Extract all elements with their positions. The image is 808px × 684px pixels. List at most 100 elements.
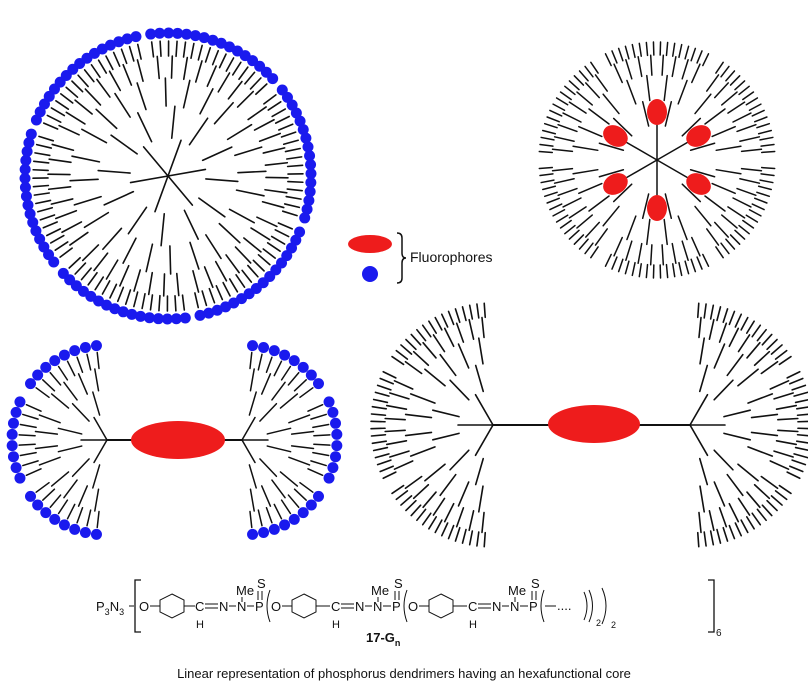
dendrimer-branch bbox=[19, 423, 37, 429]
dendrimer-branch bbox=[602, 205, 620, 227]
dendrimer-branch bbox=[247, 264, 259, 278]
dendrimer-branch bbox=[167, 175, 194, 206]
dendrimer-branch bbox=[422, 341, 437, 359]
dendrimer-branch bbox=[59, 247, 73, 258]
dendrimer-branch bbox=[61, 221, 83, 234]
dendrimer-branch bbox=[83, 211, 110, 229]
blue-fluorophore bbox=[304, 150, 316, 162]
svg-text:O: O bbox=[139, 599, 149, 614]
benzene-ring bbox=[159, 593, 185, 619]
legend-red-fluorophore bbox=[348, 235, 392, 253]
dendrimer-branch bbox=[611, 50, 618, 64]
dendrimer-branch bbox=[598, 169, 625, 178]
dendrimer-branch bbox=[76, 356, 84, 374]
dendrimer-branch bbox=[94, 276, 105, 291]
dendrimer-branch bbox=[38, 135, 55, 142]
dendrimer-branch bbox=[777, 417, 799, 421]
blue-fluorophore bbox=[268, 345, 280, 357]
blue-fluorophore bbox=[247, 340, 259, 352]
dendrimer-branch bbox=[760, 475, 779, 490]
dendrimer-branch bbox=[133, 291, 139, 308]
dendrimer-branch bbox=[728, 310, 736, 326]
dendrimer-branch bbox=[262, 147, 286, 154]
dendrimer-branch bbox=[699, 337, 706, 365]
dendrimer-branch bbox=[170, 55, 174, 79]
dendrimer-branch bbox=[786, 370, 801, 379]
dendrimer-branch bbox=[754, 116, 768, 123]
blue-fluorophore bbox=[152, 313, 164, 325]
red-fluorophore bbox=[647, 195, 667, 221]
dendrimer-branch bbox=[638, 263, 643, 278]
dendrimer-branch bbox=[617, 47, 624, 62]
dendrimer-branch bbox=[696, 531, 700, 548]
dendrimer-branch bbox=[646, 74, 651, 102]
dendrimer-branch bbox=[541, 185, 557, 191]
formula-outer-bracket-left bbox=[134, 579, 141, 633]
dendrimer-branch bbox=[481, 511, 485, 534]
dendrimer-branch bbox=[789, 465, 804, 473]
blue-fluorophore bbox=[130, 31, 142, 43]
dendrimer-branch bbox=[372, 446, 389, 452]
dendrimer-branch bbox=[476, 531, 480, 547]
blue-fluorophore bbox=[10, 462, 22, 474]
dendrimer-branch bbox=[691, 236, 701, 257]
dendrimer-branch bbox=[424, 463, 446, 482]
dendrimer-branch bbox=[568, 206, 587, 219]
dendrimer-branch bbox=[540, 179, 555, 184]
dendrimer-branch bbox=[238, 66, 249, 81]
svg-text:H: H bbox=[332, 619, 340, 631]
dendrimer-branch bbox=[428, 516, 438, 530]
dendrimer-branch bbox=[611, 256, 618, 270]
dendrimer-branch bbox=[65, 111, 86, 125]
dendrimer-branch bbox=[757, 185, 773, 191]
blue-fluorophore bbox=[117, 306, 129, 318]
dendrimer-branch bbox=[753, 350, 771, 367]
svg-text:S: S bbox=[531, 576, 540, 591]
dendrimer-branch bbox=[594, 228, 608, 246]
blue-fluorophore bbox=[327, 406, 339, 418]
dendrimer-branch bbox=[689, 169, 716, 178]
dendrimer-branch bbox=[546, 197, 560, 204]
dendrimer-branch bbox=[66, 360, 76, 377]
dendrimer-branch bbox=[102, 227, 123, 251]
dendrimer-branch bbox=[127, 206, 148, 235]
dendrimer-branch bbox=[167, 168, 207, 177]
blue-fluorophore bbox=[161, 313, 173, 325]
dendrimer-branch bbox=[400, 495, 413, 506]
blue-fluorophore bbox=[203, 307, 215, 319]
dendrimer-branch bbox=[382, 471, 397, 480]
blue-fluorophore bbox=[40, 507, 52, 519]
dendrimer-branch bbox=[194, 292, 200, 309]
dendrimer-branch bbox=[551, 148, 574, 153]
dendrimer-branch bbox=[590, 61, 599, 74]
svg-text:O: O bbox=[408, 599, 418, 614]
dendrimer-branch bbox=[32, 184, 50, 188]
dendrimer-branch bbox=[739, 136, 761, 142]
dendrimer-branch bbox=[201, 290, 208, 307]
dendrimer-branch bbox=[794, 446, 808, 452]
dendrimer-branch bbox=[746, 491, 761, 509]
blue-fluorophore bbox=[7, 417, 19, 429]
dendrimer-branch bbox=[742, 219, 755, 229]
dendrimer-branch bbox=[201, 146, 233, 162]
dendrimer-branch bbox=[756, 508, 767, 522]
dendrimer-branch bbox=[159, 40, 162, 58]
dendrimer-branch bbox=[760, 150, 776, 154]
legend: Fluorophores bbox=[348, 232, 493, 284]
dendrimer-branch bbox=[162, 273, 166, 297]
svg-text:H: H bbox=[469, 619, 477, 631]
blue-fluorophore bbox=[258, 527, 270, 539]
dendrimer-branch bbox=[559, 219, 572, 229]
dendrimer-branch bbox=[696, 50, 703, 64]
dendrimer-branch bbox=[671, 242, 677, 265]
dendrimer-branch bbox=[265, 356, 273, 374]
dendrimer-branch bbox=[613, 63, 623, 84]
dendrimer-branch bbox=[754, 197, 768, 204]
dendrimer-branch bbox=[54, 209, 78, 220]
dendrimer-branch bbox=[702, 53, 710, 67]
dendrimer-branch bbox=[405, 338, 417, 351]
svg-text:C: C bbox=[195, 599, 204, 614]
dendrimer-branch bbox=[468, 318, 475, 340]
blue-fluorophore bbox=[300, 132, 312, 144]
svg-text:S: S bbox=[257, 576, 266, 591]
